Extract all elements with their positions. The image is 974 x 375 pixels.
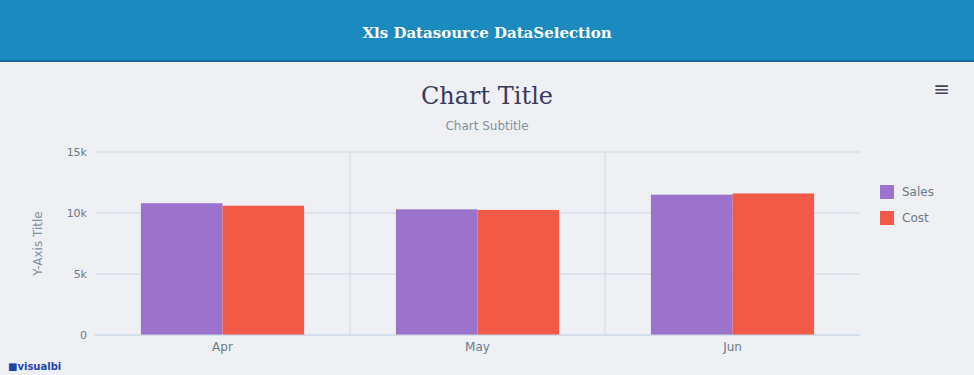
x-tick-label: Apr <box>212 340 233 354</box>
grid-line <box>95 335 860 336</box>
bar <box>478 210 560 335</box>
header-text: Xls Datasource DataSelection <box>362 24 611 42</box>
header-band <box>0 0 974 62</box>
x-tick-label: May <box>465 340 490 354</box>
bar <box>141 203 223 335</box>
grid-line <box>95 152 860 153</box>
bar <box>396 209 478 335</box>
chart-title: Chart Title <box>421 82 553 110</box>
y-tick-label: 5k <box>74 268 88 281</box>
y-tick-label: 15k <box>67 146 88 159</box>
y-grid <box>95 152 860 335</box>
y-tick-labels: 0 5k 10k 15k <box>67 146 88 342</box>
x-tick-label: Jun <box>722 340 742 354</box>
bar <box>651 195 733 335</box>
y-axis-label: Y-Axis Title <box>31 211 45 276</box>
bar <box>733 193 815 335</box>
chart-svg: Xls Datasource DataSelection ≡ ■visualbi Ch… <box>0 0 974 375</box>
legend: Sales Cost <box>880 185 934 225</box>
chart-container: Xls Datasource DataSelection ≡ ■visualbi Ch… <box>0 0 974 375</box>
bars <box>141 193 814 335</box>
group-divider <box>350 152 351 335</box>
menu-icon: ≡ <box>933 77 950 101</box>
legend-swatch <box>880 211 894 225</box>
bar <box>223 206 305 335</box>
group-divider <box>605 152 606 335</box>
legend-label: Sales <box>902 185 934 199</box>
header-border <box>0 60 974 62</box>
y-tick-label: 10k <box>67 207 88 220</box>
chart-subtitle: Chart Subtitle <box>445 119 528 133</box>
background <box>0 0 974 375</box>
legend-swatch <box>880 185 894 199</box>
y-tick-label: 0 <box>80 329 87 342</box>
logo-text: ■visualbi <box>8 361 61 372</box>
x-tick-labels: Apr May Jun <box>212 340 742 354</box>
x-axis-line <box>95 335 860 336</box>
legend-label: Cost <box>902 211 929 225</box>
